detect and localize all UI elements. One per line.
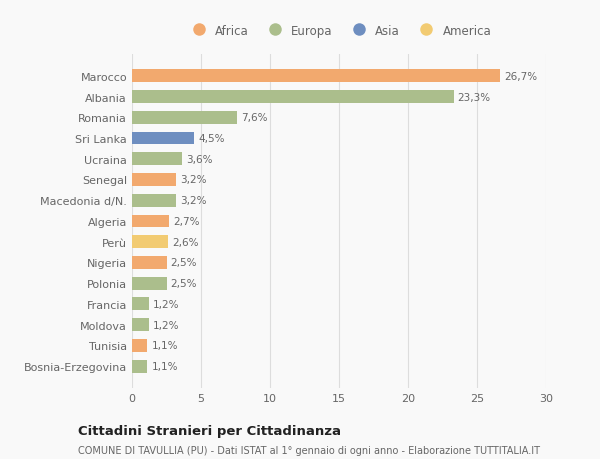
Bar <box>132 319 149 331</box>
Bar <box>132 194 176 207</box>
Bar <box>132 132 194 145</box>
Text: 3,6%: 3,6% <box>186 154 212 164</box>
Text: 1,1%: 1,1% <box>151 341 178 351</box>
Bar <box>132 339 147 352</box>
Legend: Africa, Europa, Asia, America: Africa, Europa, Asia, America <box>183 21 495 41</box>
Text: 23,3%: 23,3% <box>458 92 491 102</box>
Text: 7,6%: 7,6% <box>241 113 268 123</box>
Bar <box>132 360 147 373</box>
Text: 4,5%: 4,5% <box>198 134 225 144</box>
Text: 1,1%: 1,1% <box>151 361 178 371</box>
Text: 2,6%: 2,6% <box>172 237 199 247</box>
Bar <box>132 91 454 104</box>
Bar <box>132 298 149 311</box>
Bar <box>132 277 167 290</box>
Text: 2,5%: 2,5% <box>170 258 197 268</box>
Text: 2,7%: 2,7% <box>173 217 200 226</box>
Text: 1,2%: 1,2% <box>152 299 179 309</box>
Bar <box>132 153 182 166</box>
Bar <box>132 236 168 249</box>
Bar <box>132 257 167 269</box>
Text: 26,7%: 26,7% <box>505 72 538 82</box>
Bar <box>132 215 169 228</box>
Text: COMUNE DI TAVULLIA (PU) - Dati ISTAT al 1° gennaio di ogni anno - Elaborazione T: COMUNE DI TAVULLIA (PU) - Dati ISTAT al … <box>78 445 540 455</box>
Bar <box>132 174 176 186</box>
Bar <box>132 70 500 83</box>
Text: 1,2%: 1,2% <box>152 320 179 330</box>
Text: Cittadini Stranieri per Cittadinanza: Cittadini Stranieri per Cittadinanza <box>78 425 341 437</box>
Bar <box>132 112 237 124</box>
Text: 3,2%: 3,2% <box>181 175 207 185</box>
Text: 2,5%: 2,5% <box>170 279 197 289</box>
Text: 3,2%: 3,2% <box>181 196 207 206</box>
